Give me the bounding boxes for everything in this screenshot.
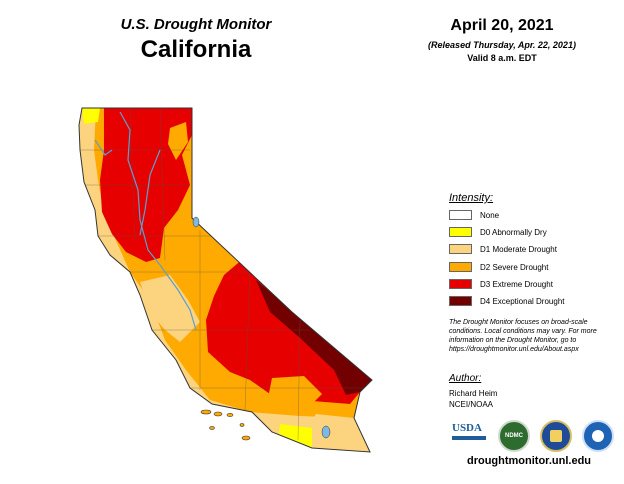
doc-logo-emblem xyxy=(550,430,562,442)
page-subtitle: U.S. Drought Monitor xyxy=(120,16,272,33)
usda-logo: USDA xyxy=(452,422,486,446)
d1-socal-area xyxy=(306,414,370,452)
legend-item-d0: D0 Abnormally Dry xyxy=(449,226,547,238)
legend-label: D4 Exceptional Drought xyxy=(480,296,565,306)
legend-swatch xyxy=(449,262,472,272)
legend-label: D3 Extreme Drought xyxy=(480,279,553,289)
disclaimer-text: The Drought Monitor focuses on broad-sca… xyxy=(449,319,597,353)
legend-swatch xyxy=(449,210,472,220)
salton-sea xyxy=(321,425,331,439)
ndmc-logo-text: NDMC xyxy=(505,433,523,439)
lake-tahoe xyxy=(192,216,200,228)
map-date: April 20, 2021 xyxy=(450,17,554,34)
county-lines xyxy=(80,108,372,441)
d0-north-area xyxy=(82,108,100,124)
usda-logo-text: USDA xyxy=(452,422,482,434)
d4-area xyxy=(256,280,372,395)
state-title: California xyxy=(140,36,252,63)
legend-title: Intensity: xyxy=(449,192,494,204)
author-heading: Author: xyxy=(449,373,482,384)
legend-swatch xyxy=(449,279,472,289)
author-name: Richard Heim xyxy=(449,389,498,398)
legend-label: D2 Severe Drought xyxy=(480,262,549,272)
ndmc-logo: NDMC xyxy=(498,420,530,452)
legend-swatch xyxy=(449,227,472,237)
noaa-logo xyxy=(582,420,614,452)
legend-swatch xyxy=(449,296,472,306)
author-org: NCEI/NOAA xyxy=(449,400,494,409)
d3-sierra-south-area xyxy=(206,258,372,404)
d2-socal-pocket xyxy=(268,376,322,414)
legend-item-d1: D1 Moderate Drought xyxy=(449,243,557,255)
usda-logo-bar xyxy=(452,436,486,440)
d1-central-valley xyxy=(140,275,200,342)
legend-label: D0 Abnormally Dry xyxy=(480,227,547,237)
source-url[interactable]: droughtmonitor.unl.edu xyxy=(466,455,592,467)
doc-logo xyxy=(540,420,572,452)
d2-north-pocket xyxy=(168,122,188,160)
drought-map xyxy=(78,107,373,453)
legend-swatch xyxy=(449,244,472,254)
california-outline xyxy=(78,107,373,453)
legend-label: D1 Moderate Drought xyxy=(480,244,557,254)
legend-label: None xyxy=(480,210,500,220)
valid-time: Valid 8 a.m. EDT xyxy=(467,53,537,63)
legend-item-d2: D2 Severe Drought xyxy=(449,261,548,273)
channel-islands xyxy=(200,409,251,441)
legend-item-none: None xyxy=(449,209,499,221)
legend-item-d3: D3 Extreme Drought xyxy=(449,278,553,290)
noaa-logo-emblem xyxy=(592,430,604,442)
legend-item-d4: D4 Exceptional Drought xyxy=(449,295,565,307)
rivers xyxy=(94,111,197,331)
release-date: (Released Thursday, Apr. 22, 2021) xyxy=(428,40,576,50)
